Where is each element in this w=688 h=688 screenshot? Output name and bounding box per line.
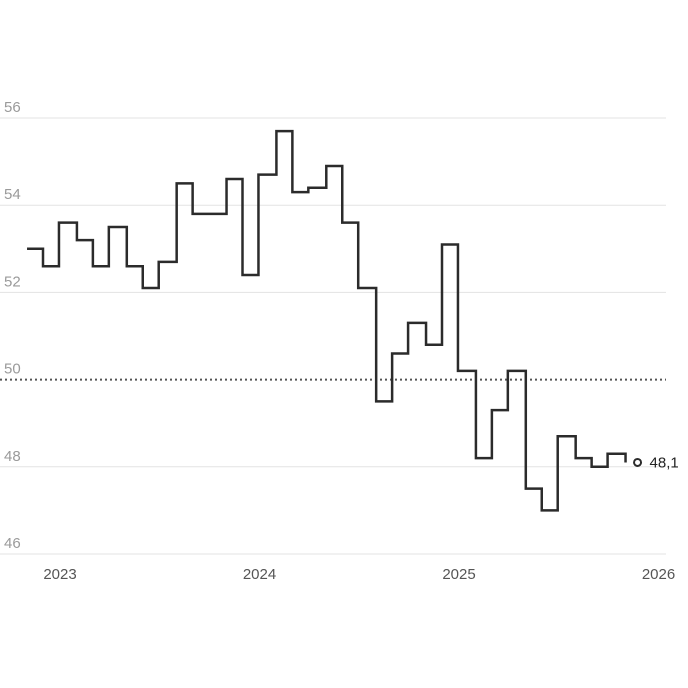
x-tick-label: 2024	[243, 566, 276, 583]
x-tick-label: 2025	[442, 566, 475, 583]
x-axis-tick-labels: 2023 2024 2025 2026	[43, 566, 675, 583]
last-value-label: 48,1	[650, 454, 679, 471]
series-layer	[27, 129, 643, 512]
y-axis-tick-labels: 46 48 50 52 54 56	[4, 99, 21, 552]
last-point-marker	[633, 457, 643, 467]
grid-lines	[0, 117, 666, 555]
y-tick-label: 52	[4, 273, 21, 290]
y-tick-label: 56	[4, 99, 21, 116]
y-tick-label: 50	[4, 361, 21, 378]
y-tick-label: 48	[4, 448, 21, 465]
y-tick-label: 46	[4, 535, 21, 552]
x-tick-label: 2023	[43, 566, 76, 583]
x-tick-label: 2026	[642, 566, 675, 583]
series-line	[27, 129, 627, 512]
y-tick-label: 54	[4, 186, 21, 203]
